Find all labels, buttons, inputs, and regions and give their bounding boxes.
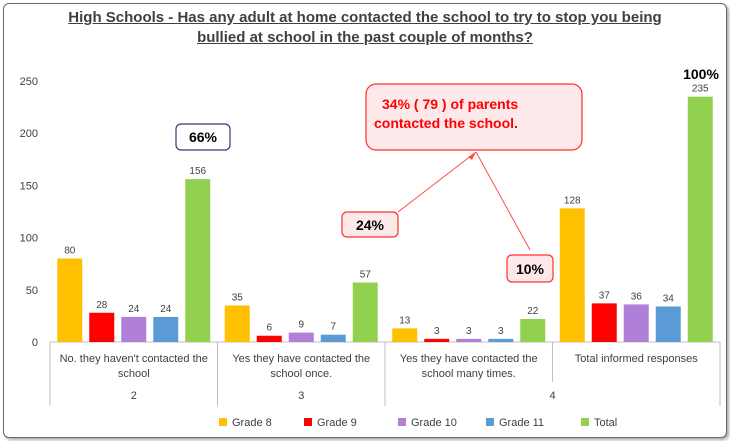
- bar: [352, 282, 378, 342]
- data-label: 3: [434, 326, 440, 337]
- data-label: 7: [330, 322, 336, 333]
- legend-label: Grade 8: [232, 417, 272, 429]
- legend-swatch: [398, 418, 406, 426]
- y-tick-label: 250: [20, 76, 38, 88]
- category-label: Yes they have contacted the: [400, 353, 538, 365]
- bar: [488, 338, 514, 342]
- bar: [424, 338, 450, 342]
- data-label: 28: [96, 300, 108, 311]
- bar: [623, 304, 649, 342]
- group-label: 3: [298, 390, 304, 402]
- bar: [320, 334, 346, 342]
- legend-swatch: [304, 418, 312, 426]
- callout-parents-line1: 34% ( 79 ) of parents: [382, 96, 518, 112]
- category-label: school: [118, 368, 150, 380]
- callout-parents: 34% ( 79 ) of parents contacted the scho…: [365, 83, 583, 251]
- data-label: 22: [527, 306, 539, 317]
- bar: [153, 316, 179, 342]
- bar: [57, 258, 83, 342]
- data-label: 80: [64, 245, 76, 256]
- category-label: Total informed responses: [575, 353, 698, 365]
- y-tick-label: 100: [20, 233, 38, 245]
- category-label: No. they haven't contacted the: [60, 353, 208, 365]
- data-label: 13: [399, 315, 411, 326]
- callout-100-text: 100%: [683, 66, 719, 82]
- bar: [121, 316, 147, 342]
- bar: [591, 303, 617, 342]
- bars: [57, 96, 713, 342]
- arrow-24: [397, 151, 477, 213]
- callout-10-text: 10%: [516, 261, 545, 277]
- data-label: 24: [160, 304, 172, 315]
- bar: [559, 208, 585, 342]
- bar: [392, 328, 418, 342]
- legend: Grade 8 Grade 9 Grade 10 Grade 11 Total: [219, 417, 617, 429]
- legend-label: Grade 9: [317, 417, 357, 429]
- callout-10: 10%: [506, 254, 554, 283]
- callout-24: 24%: [341, 211, 399, 238]
- group-label: 4: [549, 390, 555, 402]
- chart-title-line2: bullied at school in the past couple of …: [197, 29, 533, 46]
- legend-swatch: [486, 418, 494, 426]
- data-label: 6: [266, 323, 272, 334]
- legend-label: Grade 11: [499, 417, 544, 429]
- legend-label: Grade 10: [411, 417, 457, 429]
- bar: [256, 335, 282, 342]
- data-label: 24: [128, 304, 140, 315]
- callout-24-text: 24%: [356, 217, 385, 233]
- data-label: 9: [298, 320, 304, 331]
- data-label: 35: [232, 292, 244, 303]
- category-label: school once.: [270, 368, 332, 380]
- callout-parents-line2: contacted the school.: [374, 115, 518, 131]
- chart-title: High Schools - Has any adult at home con…: [0, 8, 730, 48]
- y-tick-label: 50: [26, 285, 38, 297]
- category-labels: No. they haven't contacted the school Yes …: [60, 353, 699, 402]
- bar: [288, 332, 314, 342]
- arrow-head: [468, 152, 476, 160]
- bar: [224, 305, 250, 342]
- bar: [655, 306, 681, 342]
- y-tick-label: 0: [32, 337, 38, 349]
- data-label: 36: [631, 291, 643, 302]
- data-label: 128: [564, 195, 581, 206]
- data-label: 37: [599, 290, 611, 301]
- data-label: 3: [466, 326, 472, 337]
- callout-66-text: 66%: [189, 129, 218, 145]
- data-label: 57: [360, 269, 372, 280]
- data-label: 235: [692, 84, 709, 95]
- bar: [520, 319, 546, 342]
- arrow-10: [475, 151, 531, 251]
- data-label: 3: [498, 326, 504, 337]
- bar: [687, 96, 713, 342]
- bar: [456, 338, 482, 342]
- data-labels: 80 28 24 24 156 35 6 9 7 57 13 3 3 3 22 128 37 36 34 235: [64, 84, 709, 337]
- y-tick-label: 200: [20, 128, 38, 140]
- data-label: 34: [663, 294, 675, 305]
- chart-title-line1: High Schools - Has any adult at home con…: [68, 9, 662, 26]
- category-label: school many times.: [422, 368, 516, 380]
- data-label: 156: [189, 166, 206, 177]
- bar: [89, 312, 115, 342]
- category-label: Yes they have contacted the: [232, 353, 370, 365]
- legend-swatch: [219, 418, 227, 426]
- legend-label: Total: [594, 417, 617, 429]
- bar: [185, 179, 211, 342]
- y-tick-label: 150: [20, 180, 38, 192]
- callout-66: 66%: [175, 123, 231, 151]
- legend-swatch: [581, 418, 589, 426]
- group-label: 2: [131, 390, 137, 402]
